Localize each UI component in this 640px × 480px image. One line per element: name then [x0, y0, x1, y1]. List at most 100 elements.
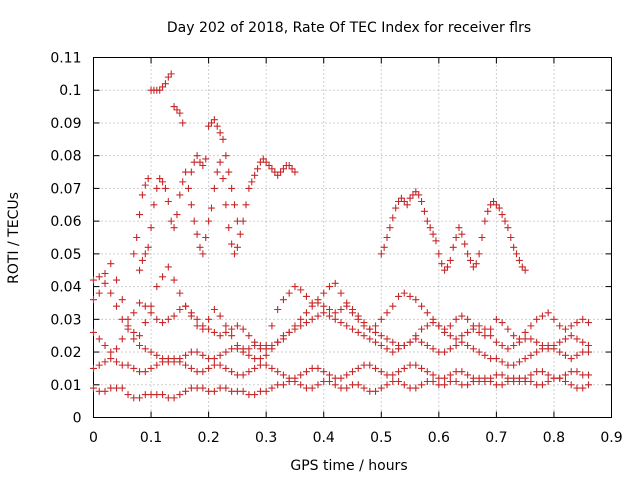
data-point: [487, 378, 495, 385]
data-point: [498, 381, 506, 389]
x-tick-label: 0.7: [485, 430, 507, 446]
data-point: [400, 289, 408, 297]
data-point: [441, 328, 449, 336]
data-point: [455, 224, 463, 232]
data-point: [360, 319, 368, 327]
data-point: [395, 292, 403, 300]
data-point: [302, 319, 310, 327]
data-point: [423, 322, 431, 330]
x-tick-label: 0.9: [600, 430, 622, 446]
data-point: [383, 335, 391, 343]
data-point: [443, 263, 451, 271]
data-point: [415, 191, 423, 199]
data-point: [372, 328, 380, 336]
data-point: [386, 224, 394, 232]
data-point: [153, 361, 161, 369]
data-point: [107, 348, 115, 356]
data-point: [504, 325, 512, 333]
data-point: [141, 181, 149, 189]
data-point: [458, 368, 466, 376]
data-point: [141, 368, 149, 376]
data-point: [196, 243, 204, 251]
data-point: [498, 371, 506, 379]
data-point: [173, 211, 181, 219]
data-point: [268, 364, 276, 372]
data-point: [527, 378, 535, 385]
data-point: [337, 306, 345, 313]
data-point: [561, 325, 569, 333]
data-point: [228, 325, 236, 333]
data-point: [113, 276, 121, 284]
data-point: [573, 368, 581, 376]
data-point: [492, 315, 500, 323]
data-point: [291, 283, 299, 291]
data-point: [331, 315, 339, 323]
data-point: [495, 204, 503, 212]
data-point: [90, 296, 97, 304]
data-point: [245, 368, 253, 376]
data-point: [216, 129, 224, 137]
data-point: [354, 328, 362, 336]
data-point: [320, 302, 328, 310]
data-point: [343, 384, 351, 392]
data-point: [469, 345, 477, 353]
data-point: [219, 175, 227, 183]
data-point: [202, 155, 210, 163]
data-point: [225, 168, 233, 176]
data-point: [90, 276, 97, 284]
data-point: [222, 384, 230, 392]
data-point: [216, 158, 224, 166]
x-tick-label: 0.8: [543, 430, 565, 446]
data-point: [469, 325, 477, 333]
data-point: [207, 204, 215, 212]
data-point: [242, 201, 250, 209]
data-point: [567, 355, 575, 363]
data-point: [147, 309, 155, 317]
data-point: [584, 342, 592, 349]
data-point: [515, 374, 523, 382]
data-point: [297, 381, 305, 389]
data-point: [222, 201, 230, 209]
data-point: [389, 338, 397, 346]
data-point: [452, 378, 460, 385]
data-point: [377, 250, 385, 258]
data-point: [222, 322, 230, 330]
data-point: [159, 319, 167, 327]
data-point: [101, 387, 109, 395]
data-point: [556, 322, 564, 330]
data-point: [182, 168, 190, 176]
data-point: [153, 315, 161, 323]
data-point: [561, 351, 569, 359]
data-point: [228, 240, 236, 248]
data-point: [584, 348, 592, 356]
data-point: [446, 371, 454, 379]
data-point: [412, 384, 420, 392]
data-point: [113, 345, 121, 353]
data-point: [124, 361, 132, 369]
data-point: [193, 152, 201, 160]
data-point: [406, 338, 414, 346]
data-point: [199, 250, 207, 258]
data-point: [285, 289, 293, 297]
data-point: [205, 325, 213, 333]
data-point: [239, 371, 247, 379]
data-point: [478, 234, 486, 241]
data-point: [141, 302, 149, 310]
data-point: [418, 364, 426, 372]
data-point: [510, 332, 518, 340]
data-point: [429, 371, 437, 379]
data-point: [228, 184, 236, 192]
x-tick-label: 0.4: [313, 430, 335, 446]
data-point: [377, 368, 385, 376]
data-point: [159, 391, 167, 399]
data-point: [182, 302, 190, 310]
data-point: [222, 328, 230, 336]
data-point: [136, 394, 144, 402]
data-point: [268, 322, 276, 330]
data-point: [418, 198, 426, 205]
data-point: [187, 201, 195, 209]
data-point: [187, 364, 195, 372]
data-point: [354, 381, 362, 389]
data-point: [138, 256, 146, 264]
data-point: [584, 319, 592, 327]
